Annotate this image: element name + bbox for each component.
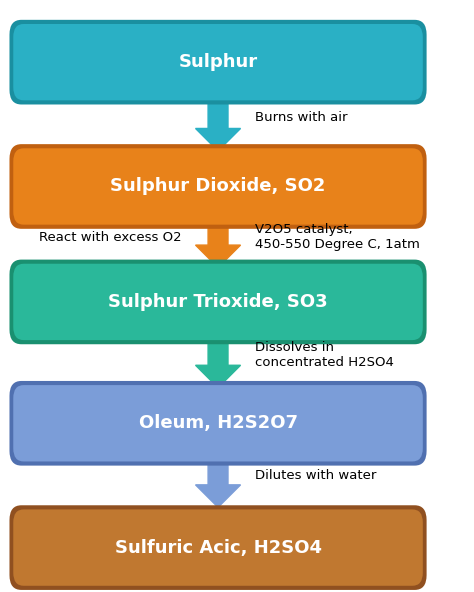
Text: Sulphur Dioxide, SO2: Sulphur Dioxide, SO2 <box>110 178 326 195</box>
Text: Oleum, H2S2O7: Oleum, H2S2O7 <box>138 414 298 432</box>
FancyArrow shape <box>195 84 241 151</box>
FancyBboxPatch shape <box>13 24 423 100</box>
FancyArrow shape <box>195 444 241 507</box>
FancyBboxPatch shape <box>9 20 427 104</box>
FancyBboxPatch shape <box>9 505 427 590</box>
FancyArrow shape <box>195 207 241 268</box>
Text: Sulfuric Acic, H2SO4: Sulfuric Acic, H2SO4 <box>115 539 321 556</box>
FancyBboxPatch shape <box>13 509 423 586</box>
Text: Dilutes with water: Dilutes with water <box>255 469 376 482</box>
Text: Dissolves in
concentrated H2SO4: Dissolves in concentrated H2SO4 <box>255 341 393 369</box>
FancyBboxPatch shape <box>13 148 423 224</box>
Text: Burns with air: Burns with air <box>255 111 347 124</box>
FancyBboxPatch shape <box>9 381 427 465</box>
FancyBboxPatch shape <box>13 264 423 340</box>
FancyBboxPatch shape <box>9 259 427 345</box>
Text: Sulphur: Sulphur <box>179 53 257 71</box>
Text: Sulphur Trioxide, SO3: Sulphur Trioxide, SO3 <box>108 293 328 311</box>
FancyBboxPatch shape <box>13 385 423 462</box>
Text: V2O5 catalyst,
450-550 Degree C, 1atm: V2O5 catalyst, 450-550 Degree C, 1atm <box>255 223 419 252</box>
Text: React with excess O2: React with excess O2 <box>39 231 182 244</box>
FancyBboxPatch shape <box>9 144 427 229</box>
FancyArrow shape <box>195 322 241 388</box>
